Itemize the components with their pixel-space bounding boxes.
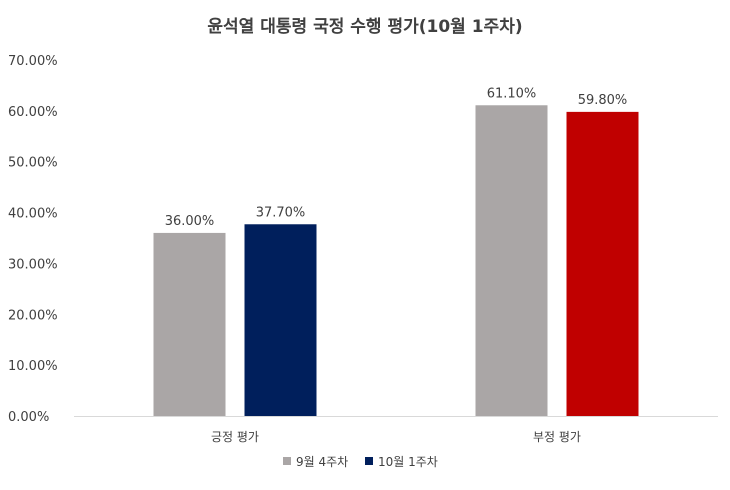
legend-swatch	[283, 457, 291, 465]
bar	[566, 111, 639, 417]
y-tick-label: 60.00%	[8, 105, 58, 120]
data-label: 59.80%	[578, 93, 628, 108]
x-tick-label: 부정 평가	[533, 430, 581, 444]
bars: 36.00% 37.70% 61.10% 59.80%	[153, 86, 639, 417]
y-tick-label: 10.00%	[8, 359, 58, 374]
y-tick-label: 30.00%	[8, 257, 58, 272]
y-tick-label: 0.00%	[8, 410, 49, 425]
y-tick-label: 20.00%	[8, 308, 58, 323]
data-label: 61.10%	[487, 86, 537, 101]
legend-swatch	[365, 457, 373, 465]
bar	[153, 232, 226, 416]
data-label: 37.70%	[256, 205, 306, 220]
y-tick-label: 70.00%	[8, 54, 58, 69]
bar	[475, 105, 548, 417]
chart-title: 윤석열 대통령 국정 수행 평가(10월 1주차)	[207, 16, 522, 37]
legend: 9월 4주차 10월 1주차	[283, 455, 438, 469]
x-tick-label: 긍정 평가	[211, 430, 259, 444]
legend-label: 9월 4주차	[296, 455, 348, 469]
y-tick-label: 50.00%	[8, 156, 58, 171]
y-axis: 0.00% 10.00% 20.00% 30.00% 40.00% 50.00% 60.00…	[8, 54, 58, 425]
y-tick-label: 40.00%	[8, 207, 58, 222]
bar	[244, 224, 317, 416]
x-axis: 긍정 평가 부정 평가	[211, 430, 581, 444]
legend-label: 10월 1주차	[378, 455, 438, 469]
data-label: 36.00%	[165, 214, 215, 229]
